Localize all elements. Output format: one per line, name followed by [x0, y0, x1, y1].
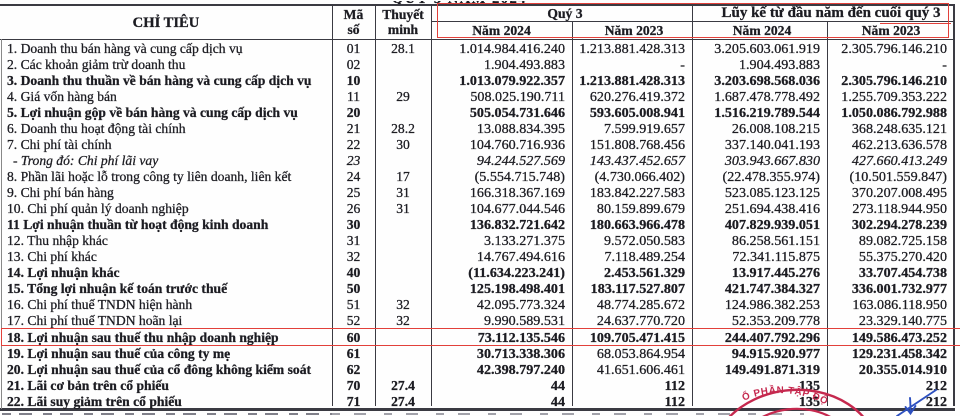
svg-text:Ổ PHẦN TẬP ĐỘ: Ổ PHẦN TẬP ĐỘ: [740, 385, 830, 407]
